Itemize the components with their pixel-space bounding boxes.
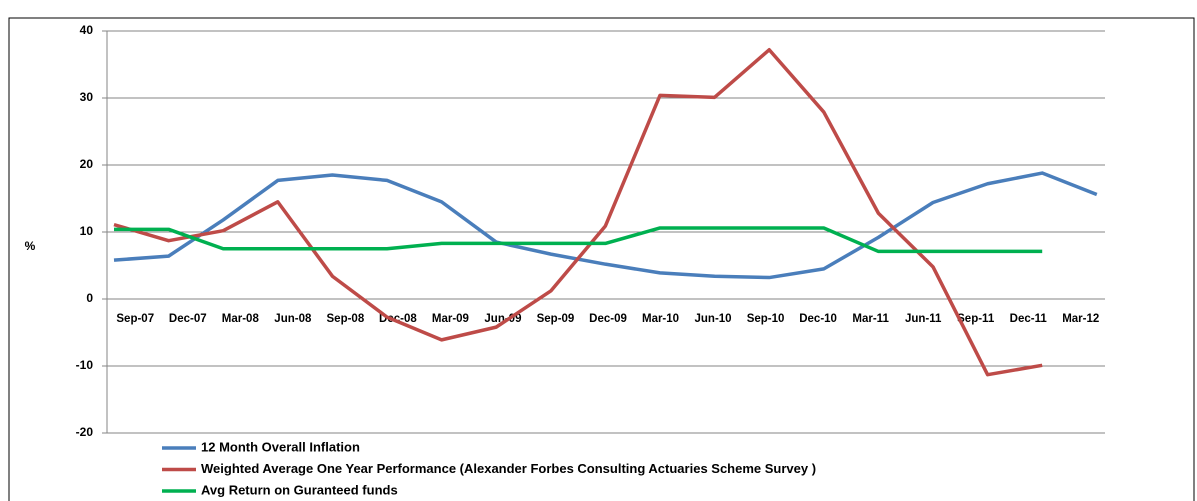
x-tick-label: Jun-10 xyxy=(695,313,732,325)
y-tick-label: 30 xyxy=(80,90,94,104)
y-tick-label: 0 xyxy=(86,291,93,305)
x-tick-label: Sep-10 xyxy=(747,313,785,325)
x-tick-label: Dec-10 xyxy=(799,313,837,325)
legend-label: Weighted Average One Year Performance (A… xyxy=(201,461,816,476)
x-tick-label: Sep-08 xyxy=(327,313,365,325)
x-tick-label: Dec-11 xyxy=(1010,313,1048,325)
y-tick-label: -20 xyxy=(76,425,94,439)
x-tick-label: Mar-11 xyxy=(852,313,889,325)
y-tick-label: 40 xyxy=(80,23,94,37)
x-tick-label: Sep-07 xyxy=(116,313,154,325)
x-tick-label: Mar-08 xyxy=(222,313,260,325)
chart-border xyxy=(8,17,1195,501)
y-axis-label: % xyxy=(25,239,36,253)
y-tick-label: 20 xyxy=(80,157,94,171)
x-tick-label: Mar-12 xyxy=(1062,313,1099,325)
x-tick-label: Mar-09 xyxy=(432,313,469,325)
x-tick-label: Dec-09 xyxy=(589,313,627,325)
x-tick-label: Sep-11 xyxy=(957,313,995,325)
x-tick-label: Mar-10 xyxy=(642,313,679,325)
x-tick-label: Sep-09 xyxy=(537,313,575,325)
x-tick-label: Jun-08 xyxy=(274,313,312,325)
line-series xyxy=(113,171,1098,280)
line-series xyxy=(113,48,1043,377)
legend-label: 12 Month Overall Inflation xyxy=(201,439,360,454)
x-tick-label: Dec-07 xyxy=(169,313,207,325)
y-tick-label: 10 xyxy=(80,224,94,238)
y-tick-label: -10 xyxy=(76,358,94,372)
line-series xyxy=(114,226,1043,254)
legend-label: Avg Return on Guranteed funds xyxy=(201,482,398,497)
x-tick-label: Jun-11 xyxy=(905,313,942,325)
